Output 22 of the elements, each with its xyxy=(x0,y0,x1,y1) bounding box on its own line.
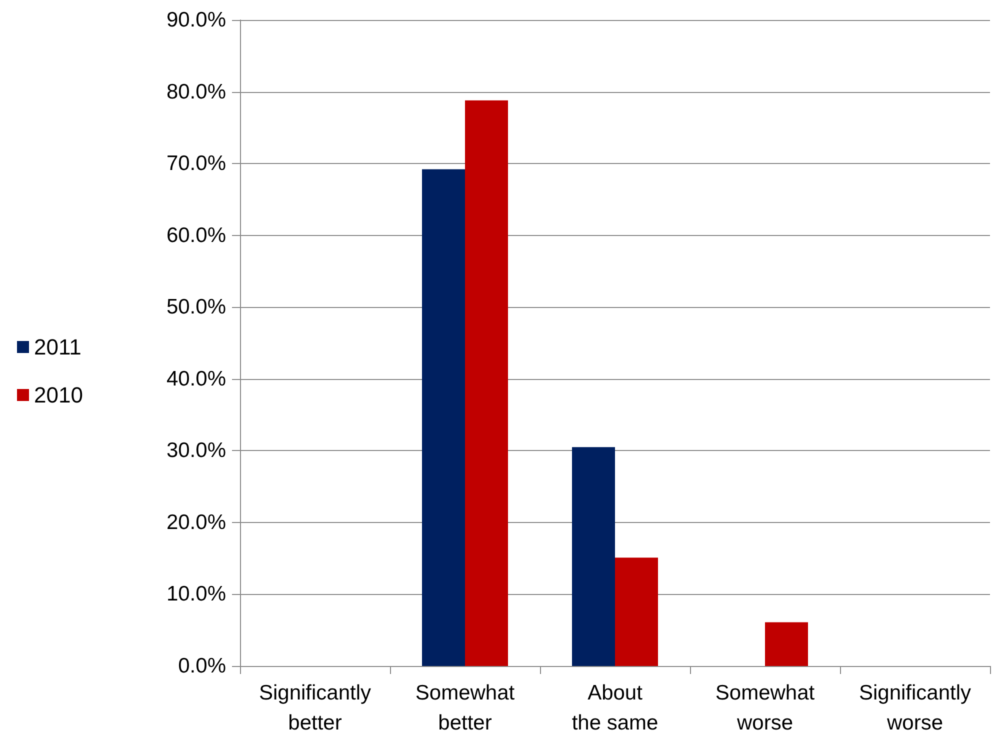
x-tick-label: Significantly better xyxy=(258,682,372,734)
x-tick-label: Somewhat better xyxy=(415,682,515,734)
y-tick-label: 20.0% xyxy=(166,510,226,534)
legend-label: 2011 xyxy=(34,334,82,360)
y-tick-label: 10.0% xyxy=(166,582,226,606)
y-tick-label: 70.0% xyxy=(166,152,226,176)
y-tick-label: 50.0% xyxy=(166,296,226,319)
bar xyxy=(422,169,465,666)
y-tick-label: 60.0% xyxy=(166,224,226,247)
y-tick-label: 0.0% xyxy=(178,654,226,678)
bar xyxy=(765,622,808,666)
bar xyxy=(615,558,658,666)
bar xyxy=(465,100,508,666)
y-tick-label: 30.0% xyxy=(166,439,226,462)
y-tick-label: 80.0% xyxy=(166,80,226,104)
y-tick-label: 90.0% xyxy=(166,8,226,32)
x-tick-label: Somewhat worse xyxy=(715,682,815,734)
legend-label: 2010 xyxy=(34,382,83,408)
x-tick-label: Significantly worse xyxy=(858,682,972,734)
bar xyxy=(572,447,615,666)
y-tick-label: 40.0% xyxy=(166,367,226,390)
x-tick-label: About the same xyxy=(572,682,658,734)
